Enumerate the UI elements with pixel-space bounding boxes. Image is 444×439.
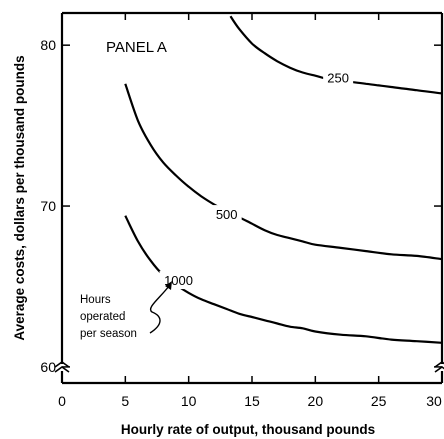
annotation-text: Hours operated per season: [80, 294, 137, 340]
curve-label-250: 250: [327, 70, 349, 85]
x-tick-label: 20: [308, 393, 324, 409]
x-tick-label: 15: [244, 393, 260, 409]
curve-label-bg: [323, 68, 354, 87]
annotation-line-1: Hours: [80, 294, 111, 306]
x-ticks: 0 5 10 15 20 25 30: [58, 13, 443, 409]
annotation-arrowhead-icon: [165, 281, 172, 290]
y-tick-label: 60: [40, 359, 56, 375]
x-tick-label: 25: [371, 393, 387, 409]
x-tick-label: 0: [58, 393, 66, 409]
curves: [124, 15, 443, 344]
curve-500: [124, 83, 443, 261]
curve-label-bg: [211, 205, 242, 224]
curve-label-500: 500: [216, 207, 238, 222]
annotation-arrow: [149, 285, 170, 334]
annotation-line-2: operated: [80, 311, 125, 323]
annotation-line-3: per season: [80, 328, 137, 340]
x-tick-label: 10: [181, 393, 197, 409]
y-ticks: 60 70 80: [40, 37, 442, 375]
x-axis-title: Hourly rate of output, thousand pounds: [121, 422, 375, 437]
x-tick-label: 5: [121, 393, 129, 409]
panel-label: PANEL A: [106, 39, 167, 56]
x-tick-label: 30: [426, 393, 442, 409]
y-tick-label: 70: [40, 198, 56, 214]
y-tick-label: 80: [40, 37, 56, 53]
y-axis-title: Average costs, dollars per thousand poun…: [12, 55, 27, 340]
